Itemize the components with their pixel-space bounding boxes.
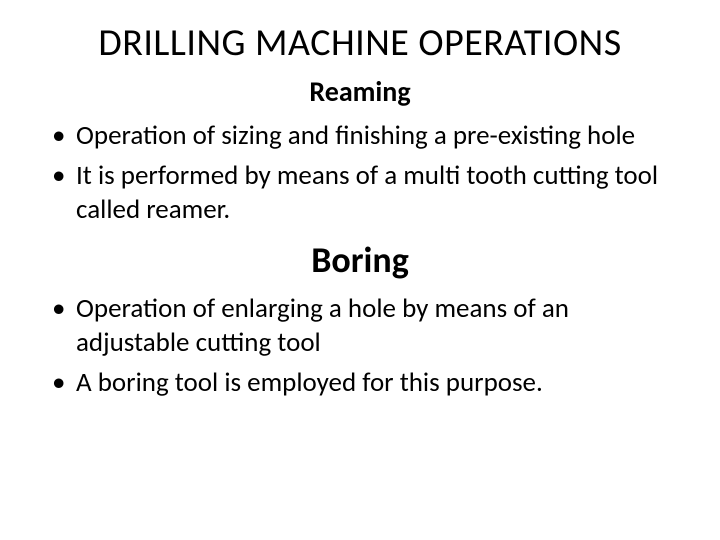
page-title: DRILLING MACHINE OPERATIONS bbox=[40, 20, 680, 66]
section-heading-boring: Boring bbox=[40, 238, 680, 282]
list-item: Operation of sizing and finishing a pre-… bbox=[40, 119, 680, 153]
list-item: It is performed by means of a multi toot… bbox=[40, 159, 680, 227]
reaming-list: Operation of sizing and finishing a pre-… bbox=[40, 119, 680, 226]
list-item: Operation of enlarging a hole by means o… bbox=[40, 292, 680, 360]
boring-list: Operation of enlarging a hole by means o… bbox=[40, 292, 680, 399]
list-item: A boring tool is employed for this purpo… bbox=[40, 366, 680, 400]
section-heading-reaming: Reaming bbox=[40, 74, 680, 109]
